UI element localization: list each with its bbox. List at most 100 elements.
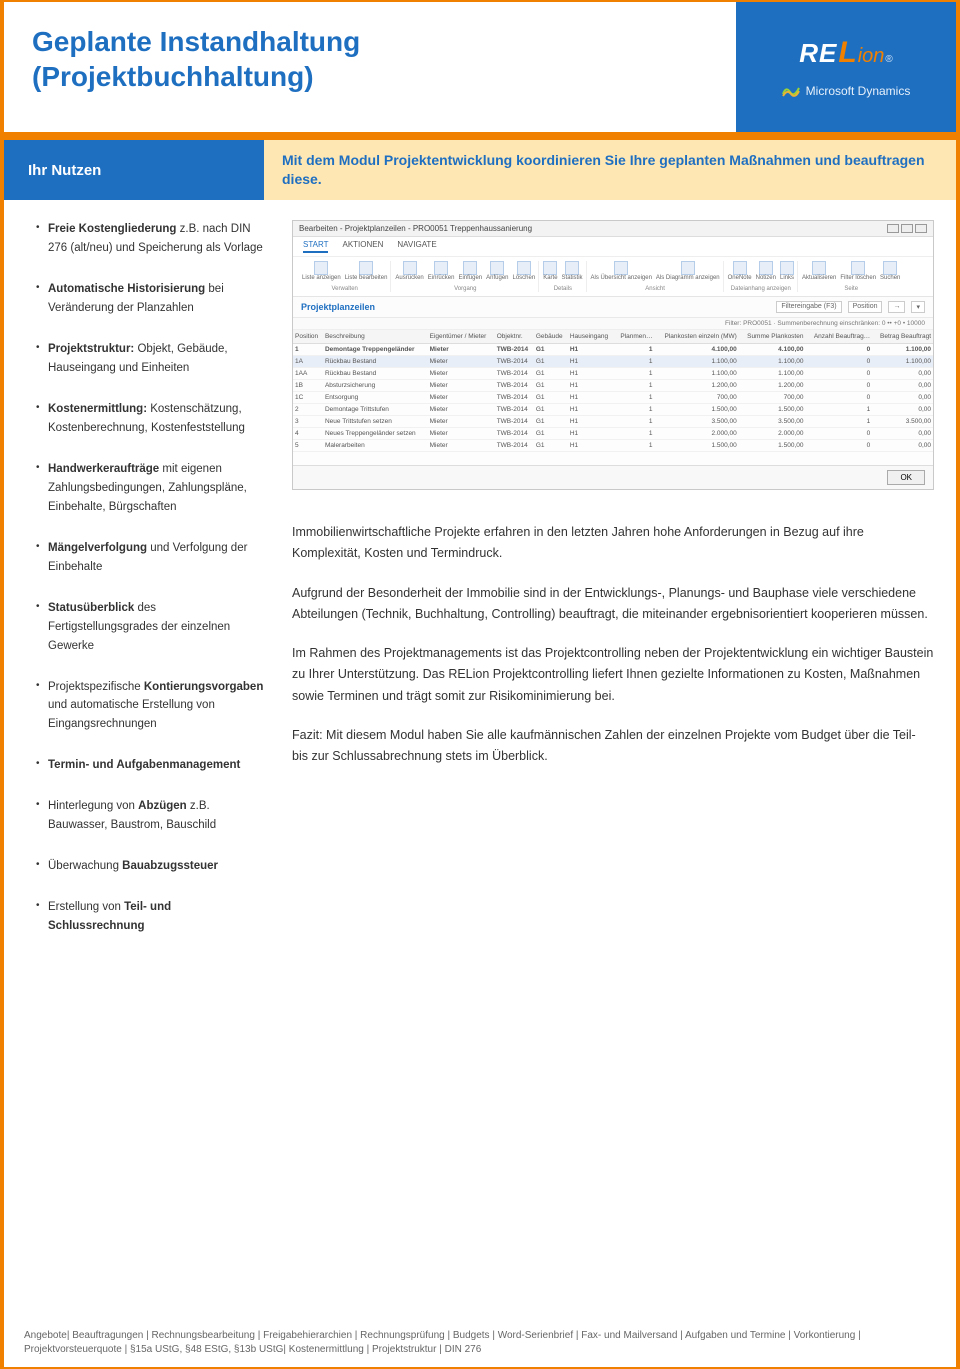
table-cell: 1.100,00 bbox=[872, 356, 933, 368]
logo-l: L bbox=[838, 36, 856, 70]
ribbon-group-label: Vorgang bbox=[454, 286, 476, 292]
table-row[interactable]: 4Neues Treppengeländer setzenMieterTWB-2… bbox=[293, 428, 933, 440]
col-betrag-beauftragt[interactable]: Betrag Beauftragt bbox=[872, 330, 933, 344]
col-eigentuemer[interactable]: Eigentümer / Mieter bbox=[428, 330, 495, 344]
table-row[interactable]: 1BAbsturzsicherungMieterTWB-2014G1H111.2… bbox=[293, 380, 933, 392]
statistics-icon[interactable] bbox=[565, 261, 579, 275]
table-row[interactable]: 5MalerarbeitenMieterTWB-2014G1H111.500,0… bbox=[293, 440, 933, 452]
benefit-item: Statusüberblick des Fertigstellungsgrade… bbox=[36, 599, 266, 656]
tab-aktionen[interactable]: AKTIONEN bbox=[342, 240, 383, 253]
list-edit-icon[interactable] bbox=[359, 261, 373, 275]
table-cell: 1.100,00 bbox=[739, 368, 806, 380]
table-row[interactable]: 1ARückbau BestandMieterTWB-2014G1H111.10… bbox=[293, 356, 933, 368]
table-cell: 0 bbox=[805, 428, 872, 440]
minimize-icon[interactable] bbox=[887, 224, 899, 233]
table-row[interactable]: 3Neue Trittstufen setzenMieterTWB-2014G1… bbox=[293, 416, 933, 428]
col-beschreibung[interactable]: Beschreibung bbox=[323, 330, 428, 344]
table-row[interactable]: 1AARückbau BestandMieterTWB-2014G1H111.1… bbox=[293, 368, 933, 380]
table-cell: TWB-2014 bbox=[495, 356, 534, 368]
delete-icon[interactable] bbox=[517, 261, 531, 275]
header: Geplante Instandhaltung (Projektbuchhalt… bbox=[4, 2, 956, 132]
col-objektnr[interactable]: Objektnr. bbox=[495, 330, 534, 344]
section-title: Projektplanzeilen bbox=[301, 302, 375, 312]
col-gebaeude[interactable]: Gebäude bbox=[534, 330, 568, 344]
sub-banner-right-text: Mit dem Modul Projektentwicklung koordin… bbox=[282, 151, 938, 189]
table-cell: 1 bbox=[615, 440, 655, 452]
filter-position-label[interactable]: Position bbox=[848, 301, 883, 313]
table-cell: Mieter bbox=[428, 404, 495, 416]
col-summe-plankosten[interactable]: Summe Plankosten bbox=[739, 330, 806, 344]
search-icon[interactable] bbox=[883, 261, 897, 275]
indent-icon[interactable] bbox=[434, 261, 448, 275]
maximize-icon[interactable] bbox=[901, 224, 913, 233]
table-row[interactable]: 2Demontage TrittstufenMieterTWB-2014G1H1… bbox=[293, 404, 933, 416]
ribbon-label: Suchen bbox=[880, 275, 900, 281]
notes-icon[interactable] bbox=[759, 261, 773, 275]
table-cell: H1 bbox=[568, 368, 615, 380]
section-header: Projektplanzeilen Filtereingabe (F3) Pos… bbox=[293, 297, 933, 318]
table-cell: G1 bbox=[534, 416, 568, 428]
table-cell: 700,00 bbox=[655, 392, 739, 404]
body-copy: Immobilienwirtschaftliche Projekte erfah… bbox=[292, 522, 934, 785]
table-cell: G1 bbox=[534, 356, 568, 368]
col-plankosten-einzeln[interactable]: Plankosten einzeln (MW) bbox=[655, 330, 739, 344]
col-hauseingang[interactable]: Hauseingang bbox=[568, 330, 615, 344]
ribbon-label: OneNote bbox=[728, 275, 752, 281]
col-planmenge[interactable]: Planmen… bbox=[615, 330, 655, 344]
benefit-item: Projektspezifische Kontierungsvorgaben u… bbox=[36, 678, 266, 735]
benefit-text: Hinterlegung von bbox=[48, 800, 138, 812]
onenote-icon[interactable] bbox=[733, 261, 747, 275]
outdent-icon[interactable] bbox=[403, 261, 417, 275]
ribbon-label: Links bbox=[780, 275, 794, 281]
tab-navigate[interactable]: NAVIGATE bbox=[397, 240, 436, 253]
logo-re: RE bbox=[799, 38, 837, 69]
diagram-icon[interactable] bbox=[681, 261, 695, 275]
table-cell: 0 bbox=[805, 344, 872, 356]
col-anzahl-beauftragt[interactable]: Anzahl Beauftrag… bbox=[805, 330, 872, 344]
table-cell: Mieter bbox=[428, 368, 495, 380]
table-cell: G1 bbox=[534, 344, 568, 356]
close-icon[interactable] bbox=[915, 224, 927, 233]
table-row[interactable]: 1CEntsorgungMieterTWB-2014G1H11700,00700… bbox=[293, 392, 933, 404]
table-cell: H1 bbox=[568, 428, 615, 440]
tab-start[interactable]: START bbox=[303, 240, 328, 253]
ok-button[interactable]: OK bbox=[887, 470, 925, 485]
table-cell: 0 bbox=[805, 392, 872, 404]
col-position[interactable]: Position bbox=[293, 330, 323, 344]
table-cell: 0 bbox=[805, 356, 872, 368]
table-cell: 1 bbox=[615, 416, 655, 428]
relion-logo: RELion® bbox=[799, 36, 893, 70]
table-cell: 1.100,00 bbox=[872, 344, 933, 356]
table-cell: Entsorgung bbox=[323, 392, 428, 404]
table-row[interactable]: 1Demontage TreppengeländerMieterTWB-2014… bbox=[293, 344, 933, 356]
list-show-icon[interactable] bbox=[314, 261, 328, 275]
overview-icon[interactable] bbox=[614, 261, 628, 275]
refresh-icon[interactable] bbox=[812, 261, 826, 275]
filter-arrow-icon[interactable]: → bbox=[888, 301, 905, 313]
ribbon-label: Aktualisieren bbox=[802, 275, 836, 281]
sub-banner-left: Ihr Nutzen bbox=[4, 140, 264, 200]
ribbon-group-details: Karte Statistik Details bbox=[540, 261, 586, 292]
copy-paragraph: Immobilienwirtschaftliche Projekte erfah… bbox=[292, 522, 934, 565]
filter-dropdown-icon[interactable]: ▾ bbox=[911, 301, 925, 313]
table-cell: Rückbau Bestand bbox=[323, 356, 428, 368]
links-icon[interactable] bbox=[780, 261, 794, 275]
append-icon[interactable] bbox=[490, 261, 504, 275]
table-cell: 0 bbox=[805, 380, 872, 392]
table-cell: 1 bbox=[615, 356, 655, 368]
filter-input-label[interactable]: Filtereingabe (F3) bbox=[776, 301, 841, 313]
table-header-row: Position Beschreibung Eigentümer / Miete… bbox=[293, 330, 933, 344]
card-icon[interactable] bbox=[543, 261, 557, 275]
table-cell: 3.500,00 bbox=[872, 416, 933, 428]
table-cell: Demontage Trittstufen bbox=[323, 404, 428, 416]
table-cell: 1.500,00 bbox=[739, 404, 806, 416]
plan-lines-table: Position Beschreibung Eigentümer / Miete… bbox=[293, 330, 933, 452]
ribbon-label: Einrücken bbox=[428, 275, 455, 281]
ribbon-label: Löschen bbox=[513, 275, 536, 281]
insert-icon[interactable] bbox=[463, 261, 477, 275]
title-line-1: Geplante Instandhaltung bbox=[32, 26, 360, 57]
table-cell: Mieter bbox=[428, 344, 495, 356]
table-cell: 2 bbox=[293, 404, 323, 416]
clear-filter-icon[interactable] bbox=[851, 261, 865, 275]
table-cell: 1 bbox=[615, 344, 655, 356]
